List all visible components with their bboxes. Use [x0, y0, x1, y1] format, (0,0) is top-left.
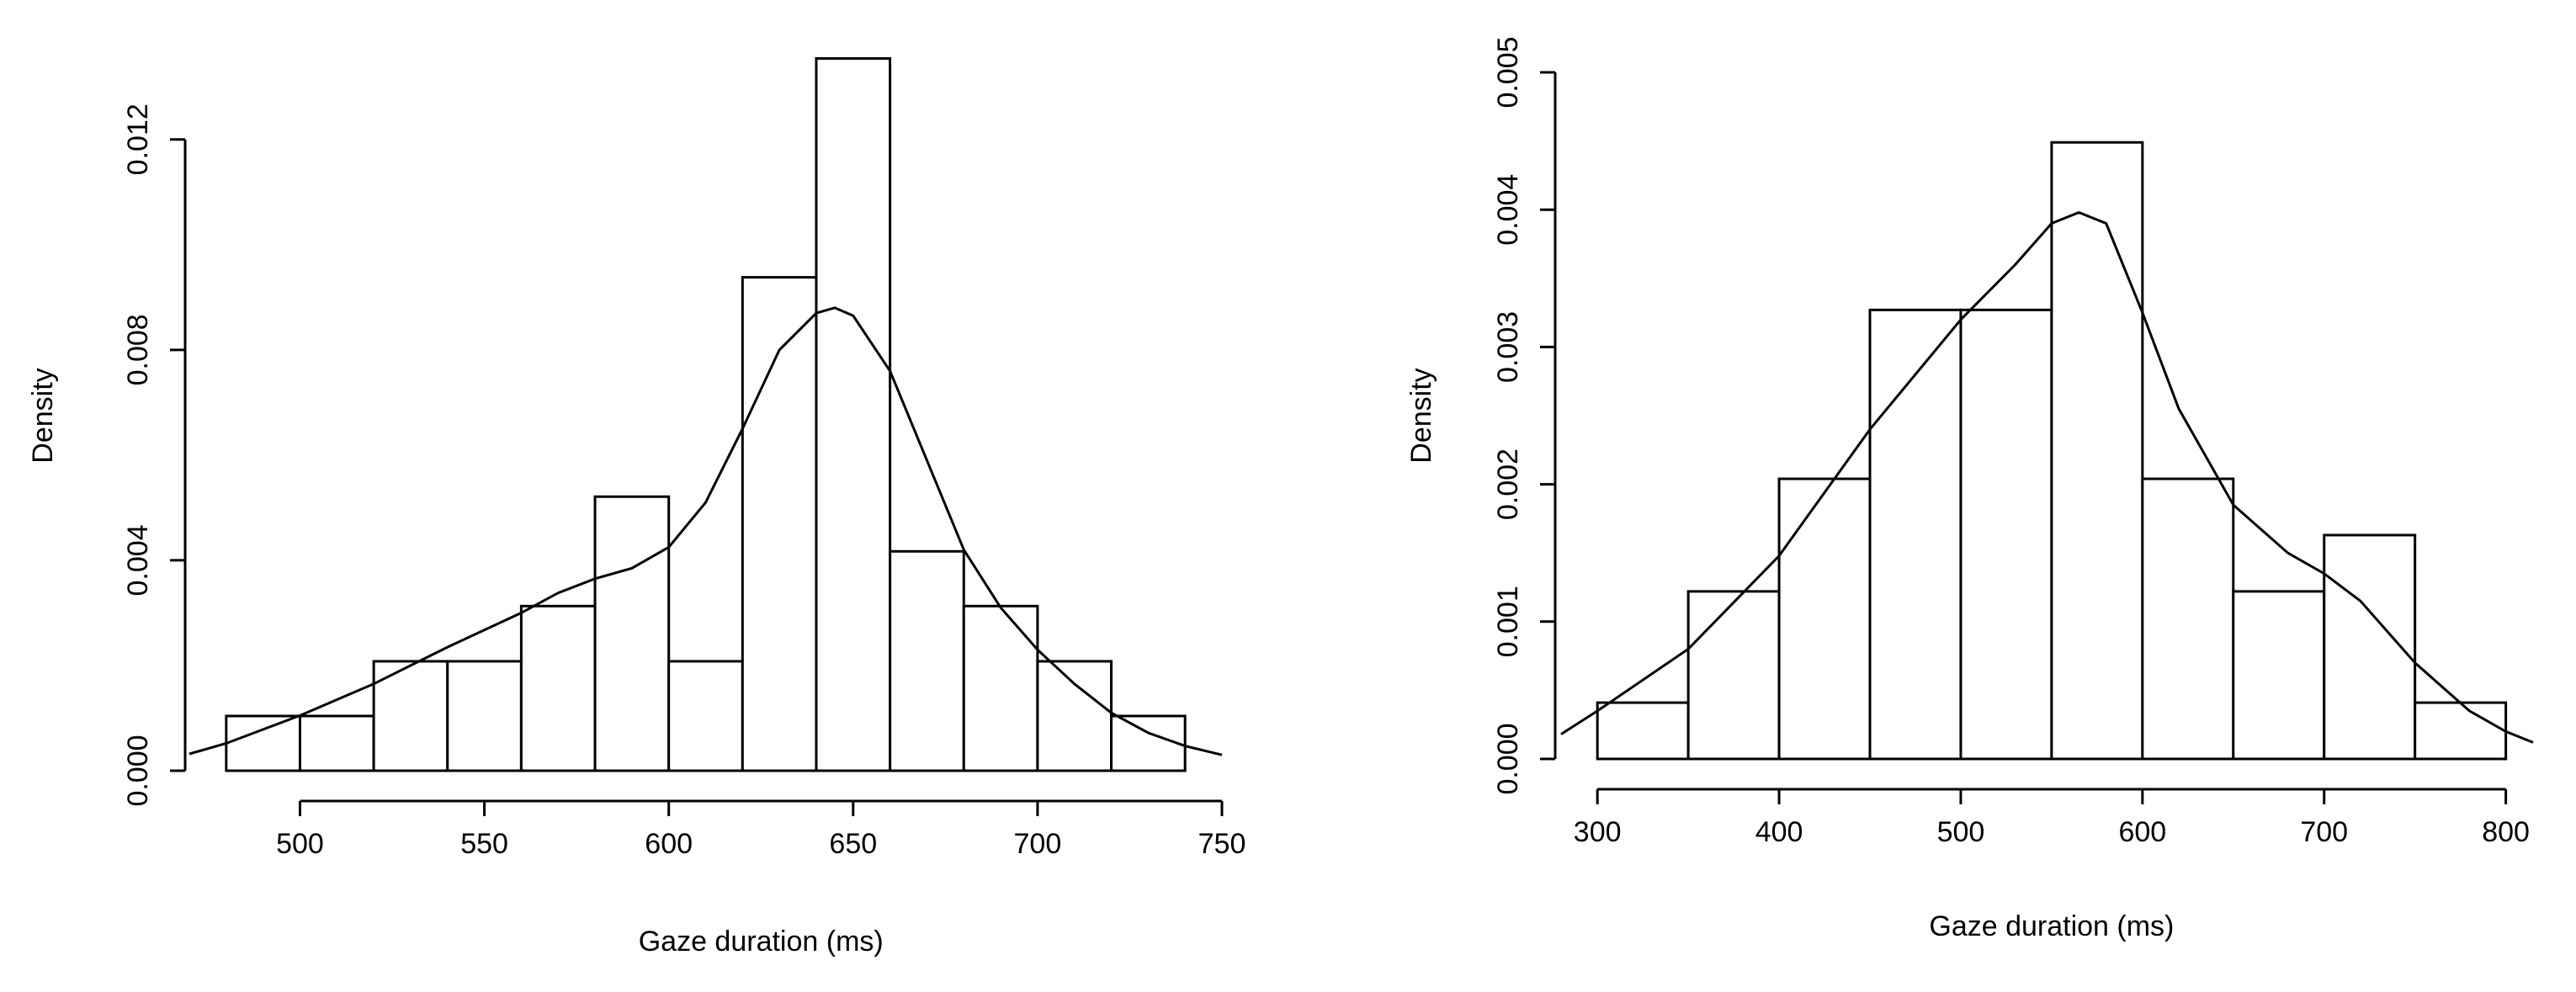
histogram-bar [2141, 477, 2235, 761]
x-axis-label: Gaze duration (ms) [639, 926, 884, 958]
x-tick-label: 650 [829, 828, 877, 860]
histogram-bar [1596, 701, 1690, 761]
histogram-bar [1777, 477, 1872, 761]
y-tick-label: 0.005 [1492, 36, 1524, 108]
x-tick-label: 600 [645, 828, 693, 860]
y-tick-label: 0.003 [1492, 311, 1524, 383]
histogram-bar [889, 549, 965, 772]
x-tick-label: 500 [1937, 816, 1985, 848]
histogram-bar [815, 56, 892, 772]
histogram-bar [519, 604, 597, 772]
histogram-bar [446, 660, 523, 772]
histogram-bar [1868, 308, 1963, 761]
x-tick-label: 700 [2300, 816, 2348, 848]
y-tick-label: 0.004 [1492, 174, 1524, 246]
histogram-bar [1959, 308, 2053, 761]
x-tick-label: 750 [1198, 828, 1246, 860]
x-tick-label: 700 [1014, 828, 1062, 860]
histogram-panel-left: 500 550 600 650 700 750 0.000 0.004 0.008 0.012 Ga… [27, 56, 1246, 958]
x-tick-label: 300 [1574, 816, 1622, 848]
y-tick-label: 0.002 [1492, 448, 1524, 520]
y-axis-label: Density [1405, 368, 1437, 463]
y-tick-label: 0.000 [122, 735, 154, 806]
histogram-panel-right: 300 400 500 600 700 800 0.000 0.001 0.002 0.003 0.… [1405, 36, 2534, 942]
y-tick-label: 0.012 [122, 103, 154, 175]
histogram-bar [372, 660, 449, 772]
density-curve [1560, 210, 2534, 744]
y-tick-label: 0.004 [122, 524, 154, 596]
histogram-bar [593, 495, 671, 772]
y-tick-label: 0.008 [122, 314, 154, 385]
histogram-bar [298, 714, 375, 772]
x-tick-label: 550 [460, 828, 508, 860]
x-tick-label: 800 [2482, 816, 2530, 848]
histogram-bar [741, 276, 818, 772]
y-tick-label: 0.000 [1492, 723, 1524, 794]
x-tick-label: 600 [2118, 816, 2166, 848]
x-tick-label: 500 [276, 828, 324, 860]
y-tick-label: 0.001 [1492, 586, 1524, 657]
x-axis-label: Gaze duration (ms) [1929, 910, 2174, 942]
histogram-bar [1686, 590, 1781, 761]
histogram-bar [962, 604, 1039, 772]
histogram-bar [225, 714, 301, 772]
y-axis-label: Density [27, 368, 59, 463]
density-curve [189, 306, 1223, 756]
histogram-bar [2232, 590, 2326, 761]
histogram-bar [667, 660, 744, 772]
x-tick-label: 400 [1755, 816, 1803, 848]
histogram-bar [2050, 141, 2144, 761]
histogram-bar [1036, 660, 1113, 772]
histogram-bar [2414, 701, 2508, 761]
histogram-bar [1110, 714, 1187, 772]
